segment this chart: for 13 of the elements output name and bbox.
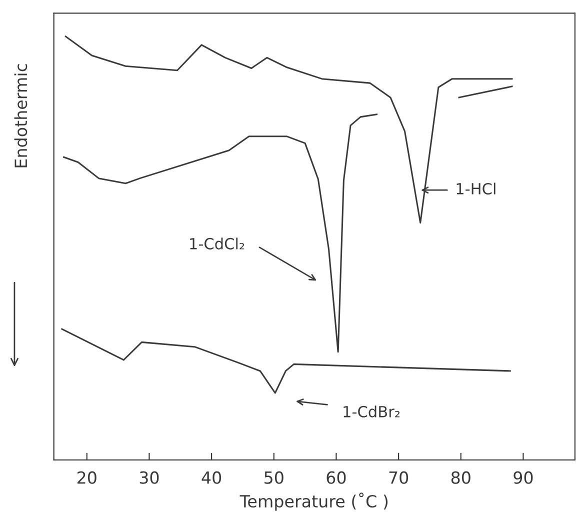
y-axis-title: Endothermic (14, 64, 28, 168)
x-tick-label: 20 (78, 471, 96, 484)
x-tick-label: 90 (514, 471, 533, 484)
x-axis-title: Temperature (˚C ) (240, 492, 388, 511)
x-tick-label: 70 (389, 471, 408, 484)
x-tick-label: 60 (326, 471, 346, 484)
x-tick-label: 40 (202, 471, 222, 484)
annotation: 1-CdCl₂ (190, 238, 244, 250)
annotation: 1-HCl (456, 182, 496, 195)
annotation: 1-CdBr₂ (344, 406, 400, 418)
x-tick-label: 80 (451, 471, 470, 484)
x-tick-label: 50 (264, 471, 284, 484)
x-tick-label: 30 (140, 471, 159, 484)
